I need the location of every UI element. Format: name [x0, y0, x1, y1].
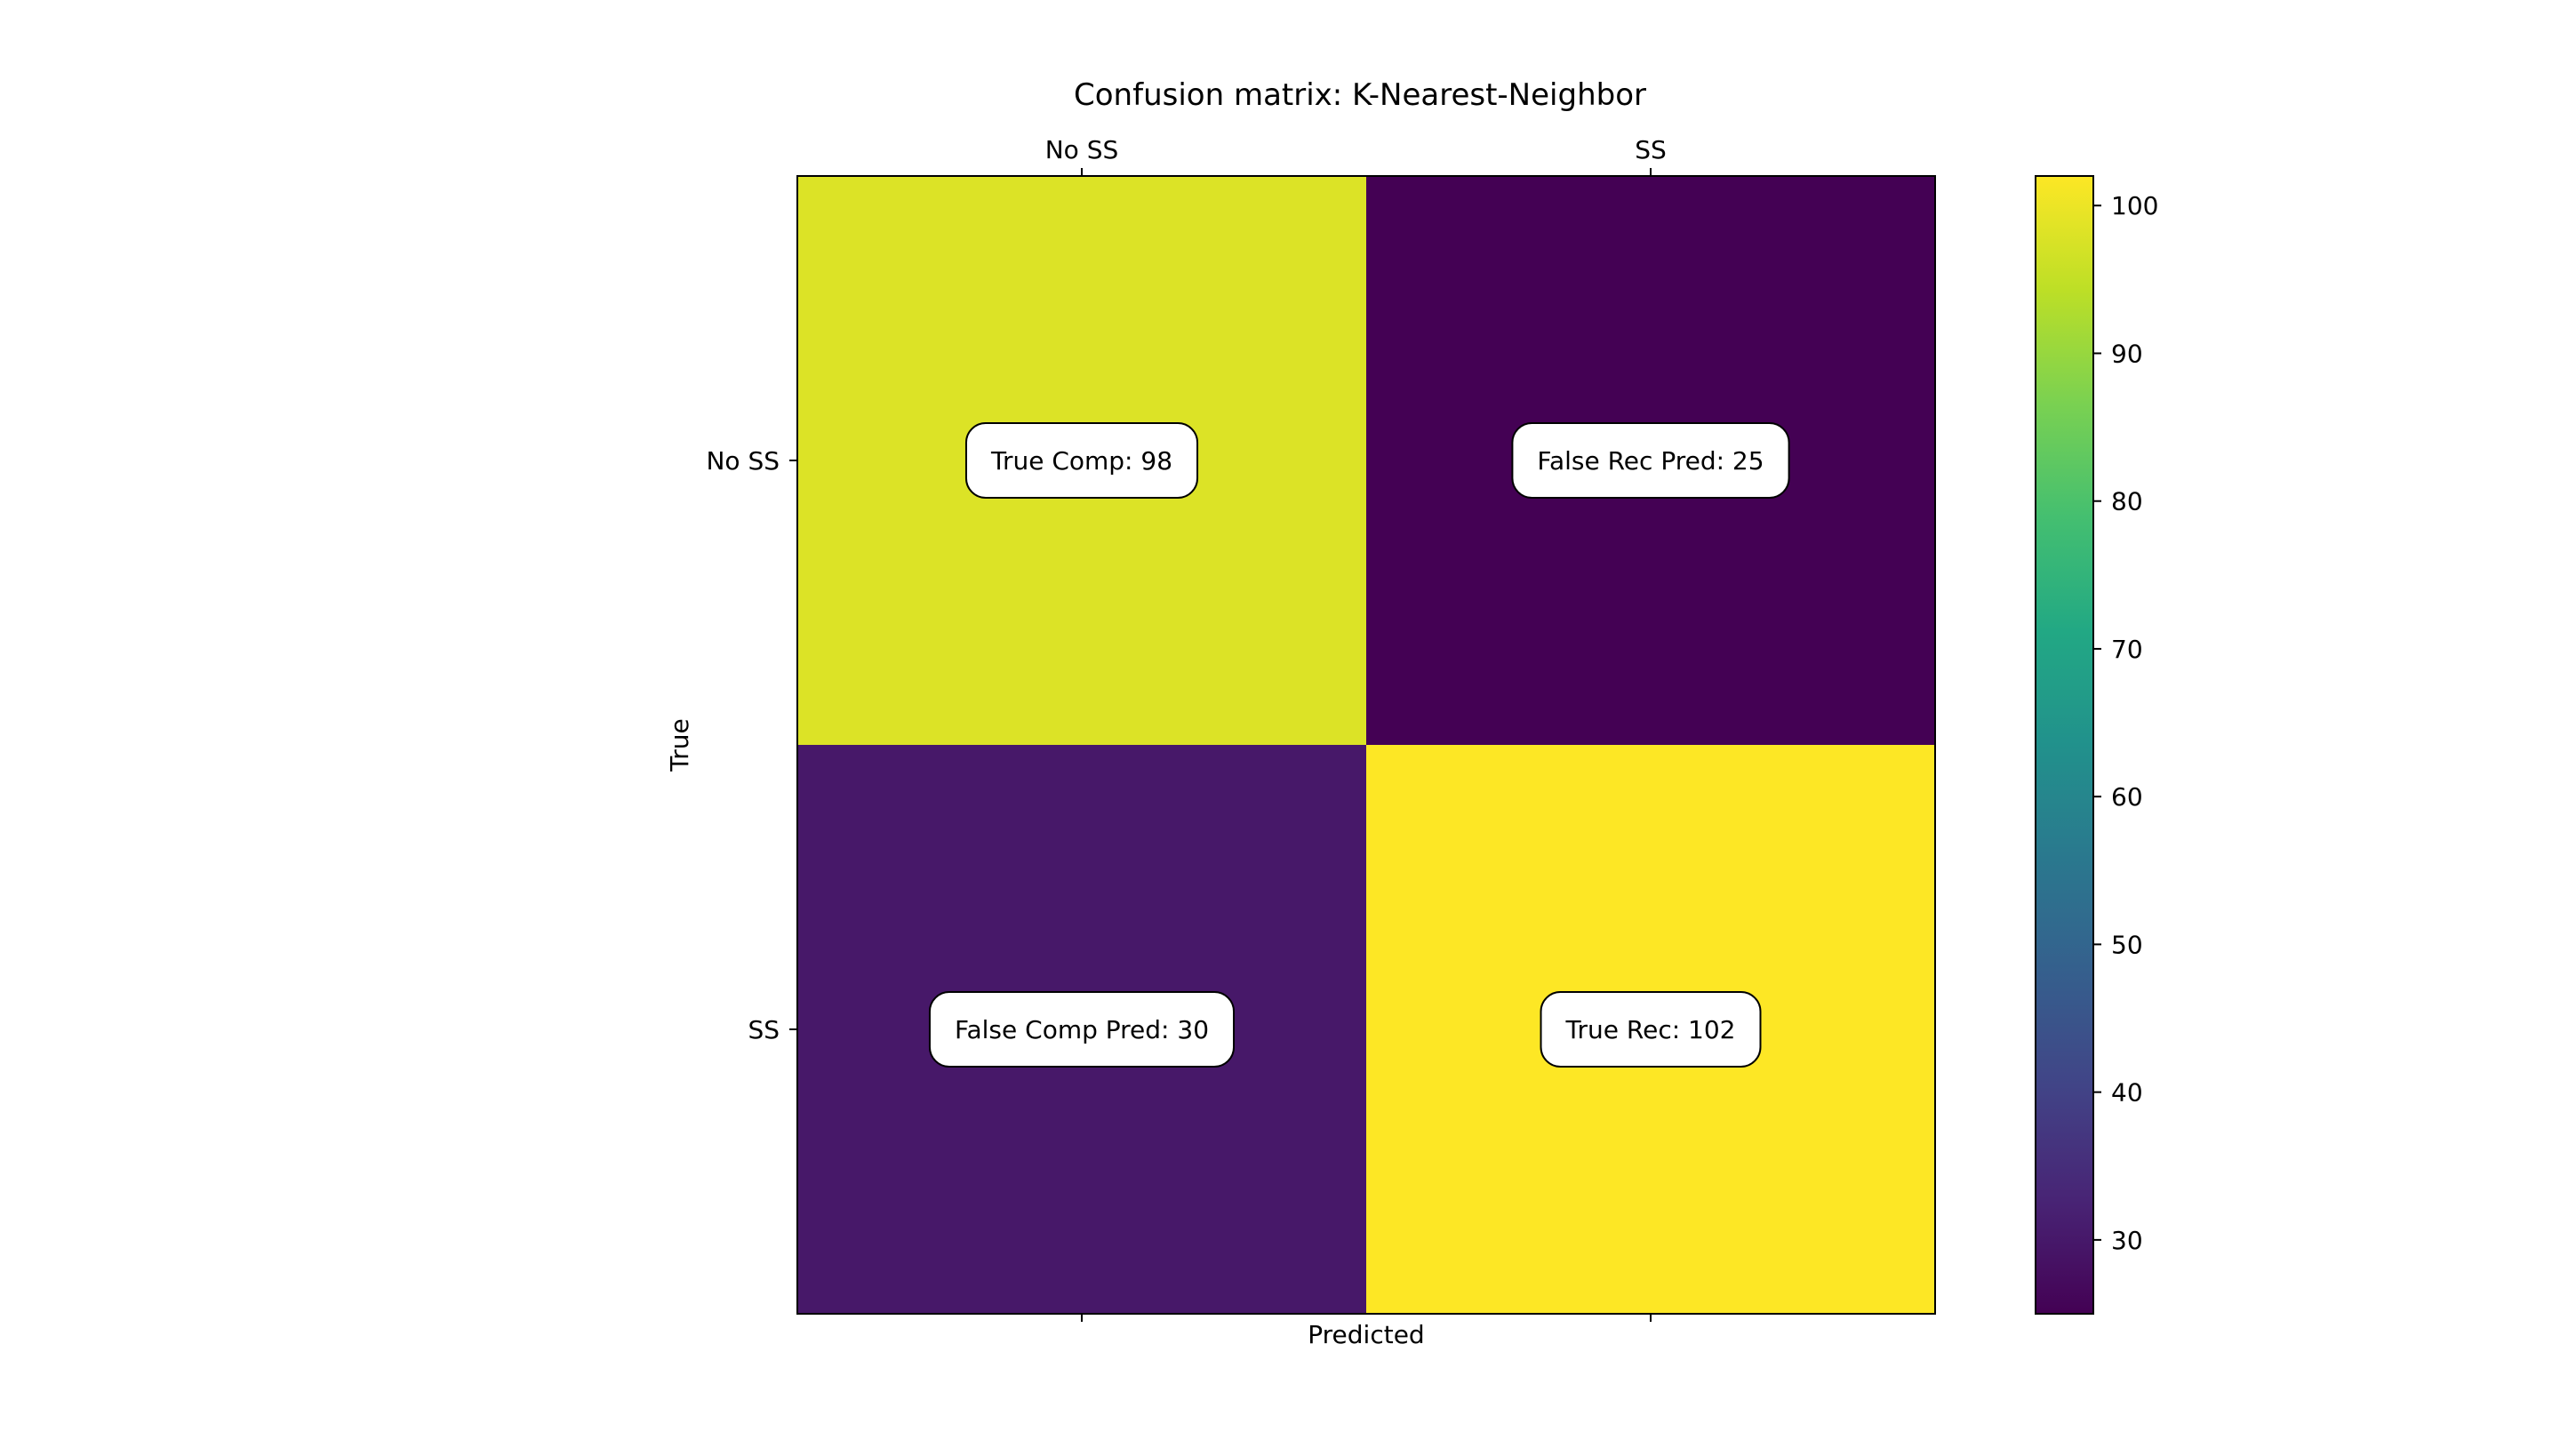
colorbar-tick-label: 50	[2111, 930, 2143, 959]
annotation-box	[964, 422, 1199, 499]
annotation-label: False Comp Pred: 30	[955, 1015, 1209, 1044]
y-ticks: No SS SS	[706, 446, 797, 1044]
colorbar-tick-label: 40	[2111, 1078, 2143, 1108]
annotation-box	[928, 991, 1236, 1068]
cell-annotations: True Comp: 98 False Rec Pred: 25 False Com…	[928, 422, 1790, 1068]
cell-annotation: False Rec Pred: 25	[1511, 422, 1790, 499]
colorbar-tick-label: 100	[2111, 191, 2158, 220]
y-tick-label: SS	[748, 1015, 780, 1044]
heatmap-cells	[797, 176, 1935, 1314]
colorbar	[2035, 175, 2094, 1315]
x-tick-label: No SS	[1045, 135, 1119, 164]
colorbar-tick-label: 90	[2111, 339, 2143, 368]
cell-annotation: True Comp: 98	[964, 422, 1199, 499]
plot-frame	[796, 175, 1936, 1315]
x-ticks: No SS SS	[1045, 135, 1667, 1322]
chart-title: Confusion matrix: K-Nearest-Neighbor	[1074, 77, 1646, 113]
colorbar-ticks: 30 40 50 60 70 80 90 100	[2093, 191, 2158, 1255]
annotation-label: True Comp: 98	[990, 446, 1172, 476]
annotation-label: True Rec: 102	[1565, 1015, 1736, 1044]
colorbar-tick-label: 80	[2111, 487, 2143, 516]
cell-annotation: False Comp Pred: 30	[928, 991, 1236, 1068]
annotation-label: False Rec Pred: 25	[1537, 446, 1764, 476]
colorbar-tick-label: 30	[2111, 1226, 2143, 1255]
y-tick-label: No SS	[706, 446, 780, 476]
annotation-box	[1540, 991, 1762, 1068]
x-tick-label: SS	[1635, 135, 1667, 164]
annotation-box	[1511, 422, 1790, 499]
x-axis-label: Predicted	[1308, 1320, 1424, 1349]
cell-annotation: True Rec: 102	[1540, 991, 1762, 1068]
y-axis-label: True	[665, 718, 694, 772]
colorbar-tick-label: 60	[2111, 782, 2143, 812]
colorbar-tick-label: 70	[2111, 635, 2143, 664]
